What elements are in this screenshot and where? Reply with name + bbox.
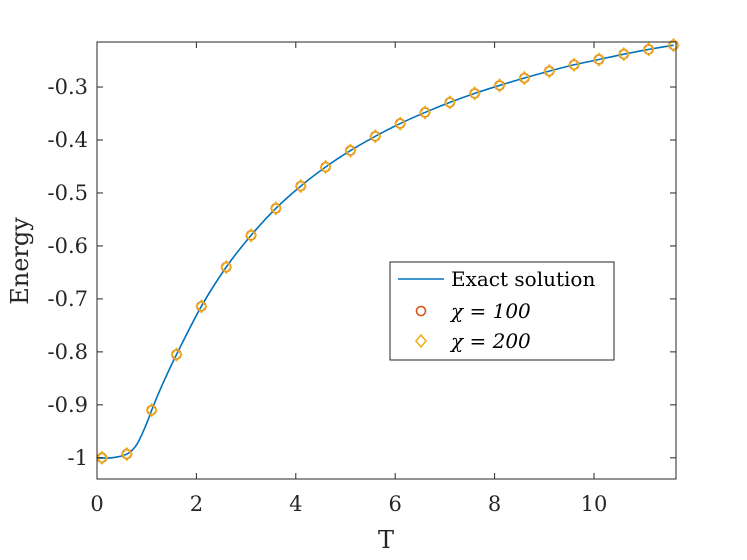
series-layer — [95, 37, 680, 466]
data-point-chi200 — [418, 105, 432, 120]
y-tick-label: -1 — [68, 446, 88, 470]
x-tick-label: 10 — [581, 492, 608, 516]
y-tick-label: -0.5 — [48, 181, 89, 205]
ticks-layer: 0 2 4 6 8 10 -1 -0.9 -0.8 -0.7 -0.6 -0.5 -0.4 -0.3 — [48, 42, 676, 516]
x-tick-label: 2 — [190, 492, 203, 516]
y-tick-label: -0.3 — [48, 75, 89, 99]
data-point-chi200 — [468, 86, 481, 101]
plot-background — [97, 42, 676, 479]
y-tick-label: -0.8 — [48, 340, 89, 364]
legend-label-chi100: χ = 100 — [449, 299, 531, 323]
y-tick-label: -0.7 — [48, 287, 89, 311]
x-tick-label: 8 — [488, 492, 501, 516]
data-point-chi200 — [269, 201, 282, 216]
y-tick-label: -0.9 — [48, 393, 89, 417]
data-point-chi200 — [245, 228, 258, 243]
data-point-chi200 — [642, 42, 655, 57]
data-point-chi200 — [145, 402, 158, 418]
legend-label-exact: Exact solution — [451, 267, 595, 291]
x-tick-label: 4 — [289, 492, 302, 516]
data-point-chi200 — [369, 129, 382, 144]
y-tick-label: -0.6 — [48, 234, 89, 258]
legend-circle-marker — [415, 305, 427, 317]
data-point-chi200 — [344, 143, 357, 158]
data-point-chi200 — [592, 52, 606, 67]
data-point-chi200 — [195, 299, 208, 314]
data-point-chi200 — [493, 78, 506, 93]
legend-label-chi200: χ = 200 — [449, 329, 531, 353]
x-tick-label: 6 — [389, 492, 402, 516]
data-point-chi200 — [220, 259, 233, 275]
data-point-chi200 — [170, 347, 183, 362]
data-point-chi200 — [568, 57, 581, 73]
data-point-chi200 — [95, 450, 109, 466]
data-point-chi200 — [443, 95, 456, 110]
plot-frame — [96, 41, 677, 480]
data-point-chi200 — [120, 446, 133, 462]
data-point-chi200 — [394, 116, 407, 131]
legend-diamond-marker — [414, 333, 428, 349]
x-axis-label: T — [378, 526, 394, 554]
data-point-chi200 — [667, 37, 680, 53]
data-point-chi200 — [294, 178, 307, 194]
data-point-chi200 — [543, 63, 556, 79]
series-line-exact-solution — [96, 44, 674, 459]
legend: Exact solution χ = 100 χ = 200 — [389, 261, 615, 361]
data-point-chi200 — [617, 46, 630, 62]
data-point-chi200 — [518, 70, 531, 86]
data-point-chi200 — [319, 159, 332, 175]
x-tick-label: 0 — [90, 492, 103, 516]
y-axis-label: Energy — [6, 217, 34, 305]
y-tick-label: -0.4 — [48, 128, 89, 152]
